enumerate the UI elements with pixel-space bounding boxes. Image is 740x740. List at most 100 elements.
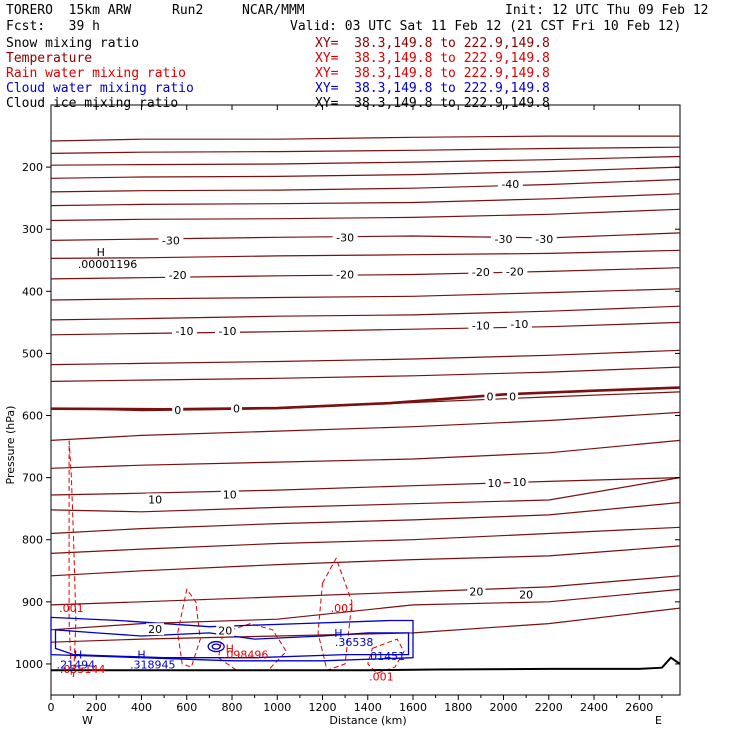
temp-label-7: -20	[472, 266, 490, 279]
x-tick-label-5: 1000	[263, 701, 291, 714]
temp-label-bg-5	[165, 269, 191, 282]
y-tick-label-4: 600	[22, 410, 43, 423]
rain-contour-0	[68, 440, 77, 677]
x-tick-label-11: 2200	[535, 701, 563, 714]
cloud-water-contour-0	[50, 616, 414, 662]
temp-label-bg-14	[231, 402, 243, 415]
temp-label-bg-15	[484, 390, 496, 403]
field-cloud-ice-xy: XY= 38.3,149.8 to 222.9,149.8	[315, 96, 550, 111]
isotherm-1	[50, 146, 681, 154]
temp-label-20: 10	[512, 476, 526, 489]
rain-label-1: .001	[331, 602, 356, 615]
temp-label-12: -10	[510, 318, 528, 331]
temp-label-bg-4	[531, 233, 557, 246]
temp-label-19: 10	[487, 477, 501, 490]
cloud-water-label-2: H	[137, 649, 145, 662]
isotherm-14	[50, 366, 681, 382]
x-tick-label-0: 0	[48, 701, 55, 714]
x-tick-label-1: 200	[86, 701, 107, 714]
valid-time: Valid: 03 UTC Sat 11 Feb 12 (21 CST Fri …	[290, 19, 682, 34]
temp-label-bg-8	[502, 265, 528, 278]
cloud-water-label-0: H	[74, 649, 82, 662]
temp-label-bg-24	[517, 588, 536, 601]
temp-label-1: -30	[162, 234, 180, 247]
temp-label-bg-0	[497, 177, 523, 190]
temp-label-24: 20	[519, 588, 533, 601]
field-temperature: Temperature	[6, 51, 93, 66]
isotherm-19	[50, 477, 681, 513]
init-time: Init: 12 UTC Thu 09 Feb 12	[505, 3, 709, 18]
temp-label-4: -30	[535, 233, 553, 246]
temp-label-bg-18	[220, 488, 239, 501]
rain-contour-1	[317, 557, 353, 671]
x-tick-label-8: 1600	[399, 701, 427, 714]
isotherm-21	[50, 526, 681, 554]
isotherm-5	[50, 193, 681, 207]
temp-label-bg-17	[146, 493, 165, 506]
forecast-hour: Fcst: 39 h	[6, 19, 100, 34]
field-rain-xy: XY= 38.3,149.8 to 222.9,149.8	[315, 66, 550, 81]
isotherm-4	[50, 178, 681, 193]
temp-label-bg-22	[216, 624, 235, 637]
x-tick-label-10: 2000	[490, 701, 518, 714]
field-cloud-water: Cloud water mixing ratio	[6, 81, 194, 96]
rain-contour-4	[367, 638, 405, 674]
temp-label-bg-12	[506, 318, 532, 331]
isotherm-10	[50, 288, 681, 301]
temp-label-bg-13	[172, 403, 184, 416]
temp-label-bg-11	[468, 319, 494, 332]
isotherm-9	[50, 267, 681, 280]
temp-label-14: 0	[233, 403, 240, 416]
x-end-east: E	[655, 714, 662, 727]
y-tick-label-3: 500	[22, 347, 43, 360]
temp-label-3: -30	[495, 233, 513, 246]
cloud-water-label-4: H	[334, 627, 342, 640]
isotherm-18	[50, 477, 681, 496]
temp-label-17: 10	[148, 493, 162, 506]
temp-label-10: -10	[218, 325, 236, 338]
cloud-water-contour-1	[54, 629, 410, 659]
temp-label-13: 0	[174, 404, 181, 417]
temp-label-bg-19	[485, 477, 504, 490]
temp-label-5: -20	[169, 269, 187, 282]
temp-label-8: -20	[506, 265, 524, 278]
cloud-water-core	[207, 640, 225, 653]
temp-label-22: 20	[218, 624, 232, 637]
cloud-water-core-inner	[211, 643, 221, 650]
rain-label-5: .001	[369, 670, 394, 683]
field-temperature-xy: XY= 38.3,149.8 to 222.9,149.8	[315, 51, 550, 66]
temp-label-21: 20	[148, 623, 162, 636]
temp-label-15: 0	[486, 390, 493, 403]
y-tick-label-6: 800	[22, 534, 43, 547]
rain-label-2: H	[226, 642, 234, 655]
temp-label-2: -30	[336, 231, 354, 244]
x-tick-label-4: 800	[222, 701, 243, 714]
rain-label-4: .035144	[60, 663, 106, 676]
run-label: Run2	[172, 3, 204, 18]
cloud-water-label-5: .36538	[335, 636, 374, 649]
x-tick-label-13: 2600	[625, 701, 653, 714]
y-tick-label-2: 400	[22, 285, 43, 298]
temp-label-bg-16	[507, 390, 519, 403]
x-tick-label-2: 400	[131, 701, 152, 714]
field-cloud-water-xy: XY= 38.3,149.8 to 222.9,149.8	[315, 81, 550, 96]
temp-label-bg-6	[332, 268, 358, 281]
rain-label-0: .001	[59, 602, 84, 615]
isotherm-12	[50, 321, 681, 336]
field-rain: Rain water mixing ratio	[6, 66, 187, 81]
isotherm-8	[50, 249, 681, 259]
y-tick-label-8: 1000	[15, 658, 43, 671]
temp-label-18: 10	[223, 488, 237, 501]
temp-label-bg-1	[158, 234, 184, 247]
model-title: TORERO 15km ARW	[6, 3, 132, 18]
temp-label-11: -10	[472, 319, 490, 332]
cloud-water-label-1: .21494	[57, 659, 96, 672]
isotherm-24	[50, 588, 681, 631]
y-tick-label-0: 200	[22, 161, 43, 174]
x-tick-label-7: 1400	[354, 701, 382, 714]
temp-label-bg-3	[491, 233, 517, 246]
cloud-water-label-3: .318945	[130, 659, 176, 672]
cloud-water-label-6: .01451	[367, 650, 406, 663]
zero-isotherm	[50, 386, 681, 411]
